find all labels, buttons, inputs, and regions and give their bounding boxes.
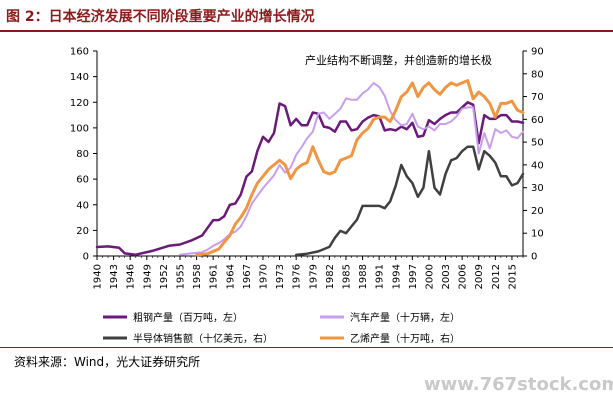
x-tick-label: 2012 bbox=[491, 264, 502, 289]
x-tick-label: 1973 bbox=[275, 264, 286, 289]
line-chart: 0 20 40 60 80 100 120 140 160 0 10 20 30 40 50 60 70 80 90… bbox=[70, 47, 544, 346]
x-tick-label: 1964 bbox=[225, 264, 236, 289]
y-left-tick-label: 160 bbox=[70, 47, 89, 58]
y-left-tick-label: 60 bbox=[76, 175, 89, 186]
x-tick-label: 1955 bbox=[175, 264, 186, 289]
y-left-tick-label: 80 bbox=[76, 149, 89, 160]
y-right-tick-label: 90 bbox=[531, 47, 544, 58]
x-tick-label: 1976 bbox=[292, 264, 303, 289]
x-tick-label: 1949 bbox=[142, 264, 153, 289]
chart-annotation: 产业结构不断调整，并创造新的增长极 bbox=[305, 53, 492, 67]
y-right-tick-label: 30 bbox=[531, 183, 544, 194]
x-tick-label: 1979 bbox=[308, 264, 319, 289]
x-tick-label: 2006 bbox=[458, 264, 469, 289]
x-tick-label: 1994 bbox=[391, 264, 402, 289]
x-tick-label: 2009 bbox=[474, 264, 485, 289]
series-line-4 bbox=[195, 79, 525, 257]
x-tick-label: 2000 bbox=[424, 264, 435, 289]
x-tick-label: 1970 bbox=[258, 264, 269, 289]
x-tick-label: 1982 bbox=[325, 264, 336, 289]
watermark: www.767stock.com bbox=[424, 374, 613, 395]
y-left-tick-label: 120 bbox=[70, 98, 89, 109]
x-tick-label: 1967 bbox=[242, 264, 253, 289]
x-tick-label: 2015 bbox=[507, 264, 518, 289]
legend: 粗钢产量（百万吨，左） 汽车产量（十万辆，左） 半导体销售额（十亿美元，右） 乙烯产量… bbox=[103, 311, 460, 345]
source-note: 资料来源：Wind，光大证券研究所 bbox=[14, 355, 201, 369]
y-right-tick-label: 10 bbox=[531, 229, 544, 240]
series-line-1 bbox=[95, 101, 525, 256]
x-tick-label: 1940 bbox=[93, 264, 104, 289]
x-tick-label: 1946 bbox=[126, 264, 137, 289]
y-left-tick-label: 100 bbox=[70, 123, 89, 134]
y-right-tick-label: 40 bbox=[531, 160, 544, 171]
x-tick-label: 1988 bbox=[358, 264, 369, 289]
title-bar: 图 2：日本经济发展不同阶段重要产业的增长情况 bbox=[0, 0, 613, 32]
y-right-tick-label: 60 bbox=[531, 115, 544, 126]
y-right-tick-label: 20 bbox=[531, 206, 544, 217]
y-right-tick-label: 80 bbox=[531, 69, 544, 80]
x-tick-label: 1997 bbox=[408, 264, 419, 289]
legend-label-2: 汽车产量（十万辆，左） bbox=[350, 311, 460, 324]
x-tick-label: 1943 bbox=[109, 264, 120, 289]
legend-label-1: 粗钢产量（百万吨，左） bbox=[133, 311, 243, 324]
x-tick-label: 1958 bbox=[192, 264, 203, 289]
figure-title: 图 2：日本经济发展不同阶段重要产业的增长情况 bbox=[6, 9, 315, 25]
x-tick-label: 1961 bbox=[209, 264, 220, 289]
x-tick-label: 1985 bbox=[341, 264, 352, 289]
x-tick-label: 2003 bbox=[441, 264, 452, 289]
y-right-tick-label: 0 bbox=[531, 252, 537, 263]
y-left-tick-label: 140 bbox=[70, 72, 89, 83]
y-left-tick-label: 20 bbox=[76, 226, 89, 237]
x-tick-label: 1991 bbox=[375, 264, 386, 289]
x-tick-label: 1952 bbox=[159, 264, 170, 289]
plot-area: 0 20 40 60 80 100 120 140 160 0 10 20 30 40 50 60 70 80 90… bbox=[70, 47, 544, 290]
series-line-2 bbox=[179, 82, 524, 256]
y-right-tick-label: 50 bbox=[531, 138, 544, 149]
y-left-tick-label: 0 bbox=[83, 252, 89, 263]
y-left-tick-label: 40 bbox=[76, 200, 89, 211]
divider bbox=[0, 347, 613, 348]
legend-label-3: 半导体销售额（十亿美元，右） bbox=[133, 332, 273, 345]
y-right-tick-label: 70 bbox=[531, 92, 544, 103]
series-line-3 bbox=[294, 145, 525, 257]
legend-label-4: 乙烯产量（十万吨，右） bbox=[350, 332, 460, 345]
